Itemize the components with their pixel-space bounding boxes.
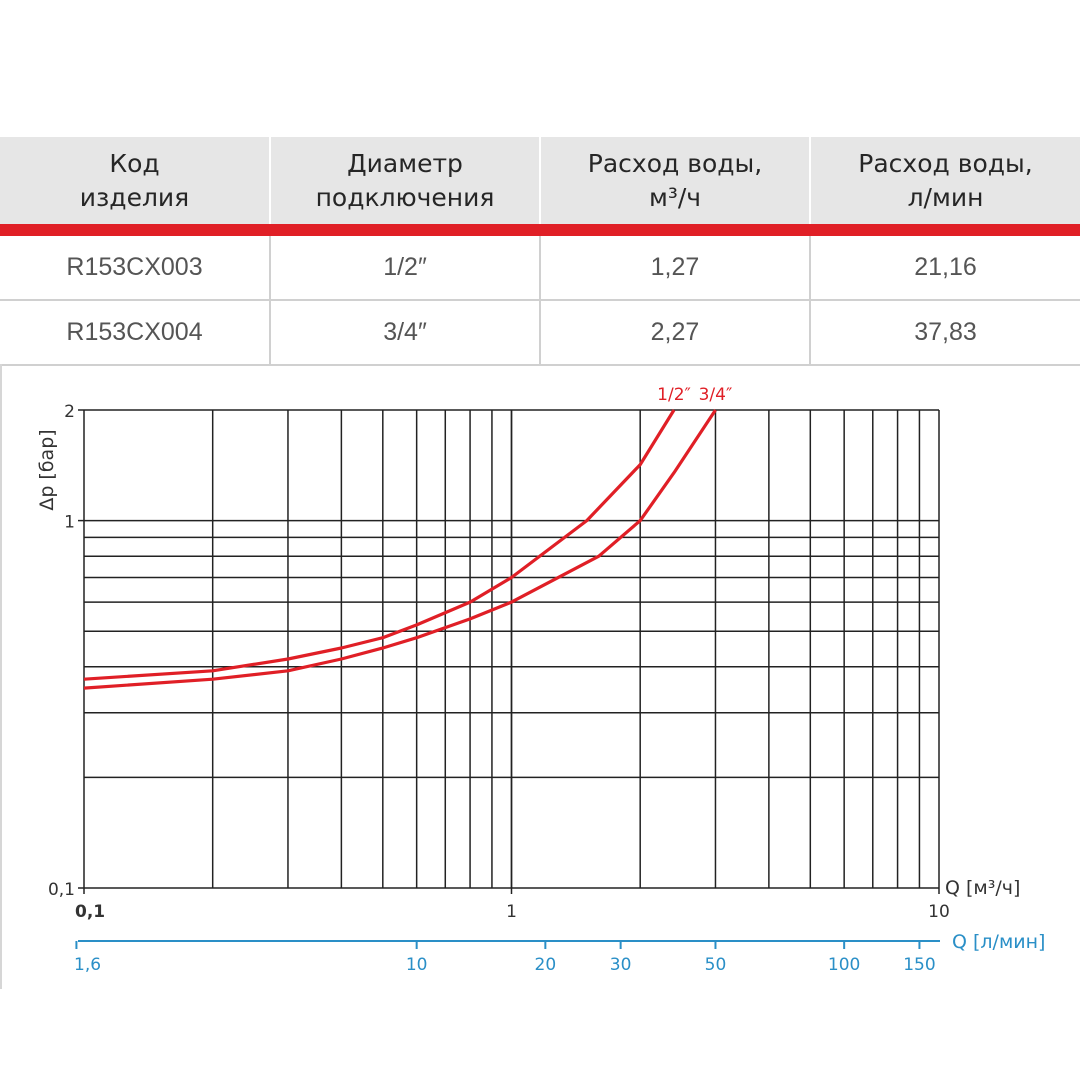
y-tick-label: 2	[64, 402, 75, 422]
secondary-tick-label: 20	[535, 955, 557, 975]
x-tick-label: 1	[506, 902, 517, 922]
cell-diameter: 3/4″	[269, 300, 540, 366]
header-flow-lmin: Расход воды, л/мин	[809, 137, 1080, 230]
secondary-tick-label: 100	[828, 955, 860, 975]
secondary-tick-label: 10	[406, 955, 428, 975]
cell-flow-lmin: 21,16	[809, 230, 1080, 301]
secondary-axis-label: Q [л/мин]	[952, 931, 1045, 953]
chart-frame-line	[0, 364, 2, 989]
header-product-code: Код изделия	[0, 137, 270, 230]
table-row: R153CX004 3/4″ 2,27 37,83	[0, 300, 1080, 366]
secondary-tick-label: 1,6	[74, 955, 101, 975]
specification-table: Код изделия Диаметр подключения Расход вод…	[0, 137, 1080, 366]
series-line-2	[83, 409, 717, 690]
table-header-row: Код изделия Диаметр подключения Расход вод…	[0, 137, 1080, 230]
secondary-tick-label: 50	[705, 955, 727, 975]
cell-product-code: R153CX003	[0, 230, 270, 301]
x-tick-label: 10	[928, 902, 950, 922]
y-tick-label: 0,1	[48, 880, 75, 900]
y-tick-label: 1	[64, 513, 75, 533]
x-tick-label: 0,1	[75, 902, 105, 922]
x-axis-label: Q [м³/ч]	[945, 877, 1020, 899]
cell-diameter: 1/2″	[269, 230, 540, 301]
series-label-1: 1/2″	[657, 385, 691, 405]
header-connection-diameter: Диаметр подключения	[269, 137, 540, 230]
table-row: R153CX003 1/2″ 1,27 21,16	[0, 230, 1080, 301]
header-flow-m3h: Расход воды, м³/ч	[539, 137, 810, 230]
secondary-tick-label: 150	[903, 955, 935, 975]
cell-flow-m3h: 1,27	[539, 230, 810, 301]
series-line-1	[83, 409, 676, 681]
y-axis-label: Δp [бар]	[36, 429, 58, 510]
series-label-2: 3/4″	[699, 385, 733, 405]
secondary-tick-label: 30	[610, 955, 632, 975]
cell-product-code: R153CX004	[0, 300, 270, 366]
cell-flow-lmin: 37,83	[809, 300, 1080, 366]
cell-flow-m3h: 2,27	[539, 300, 810, 366]
